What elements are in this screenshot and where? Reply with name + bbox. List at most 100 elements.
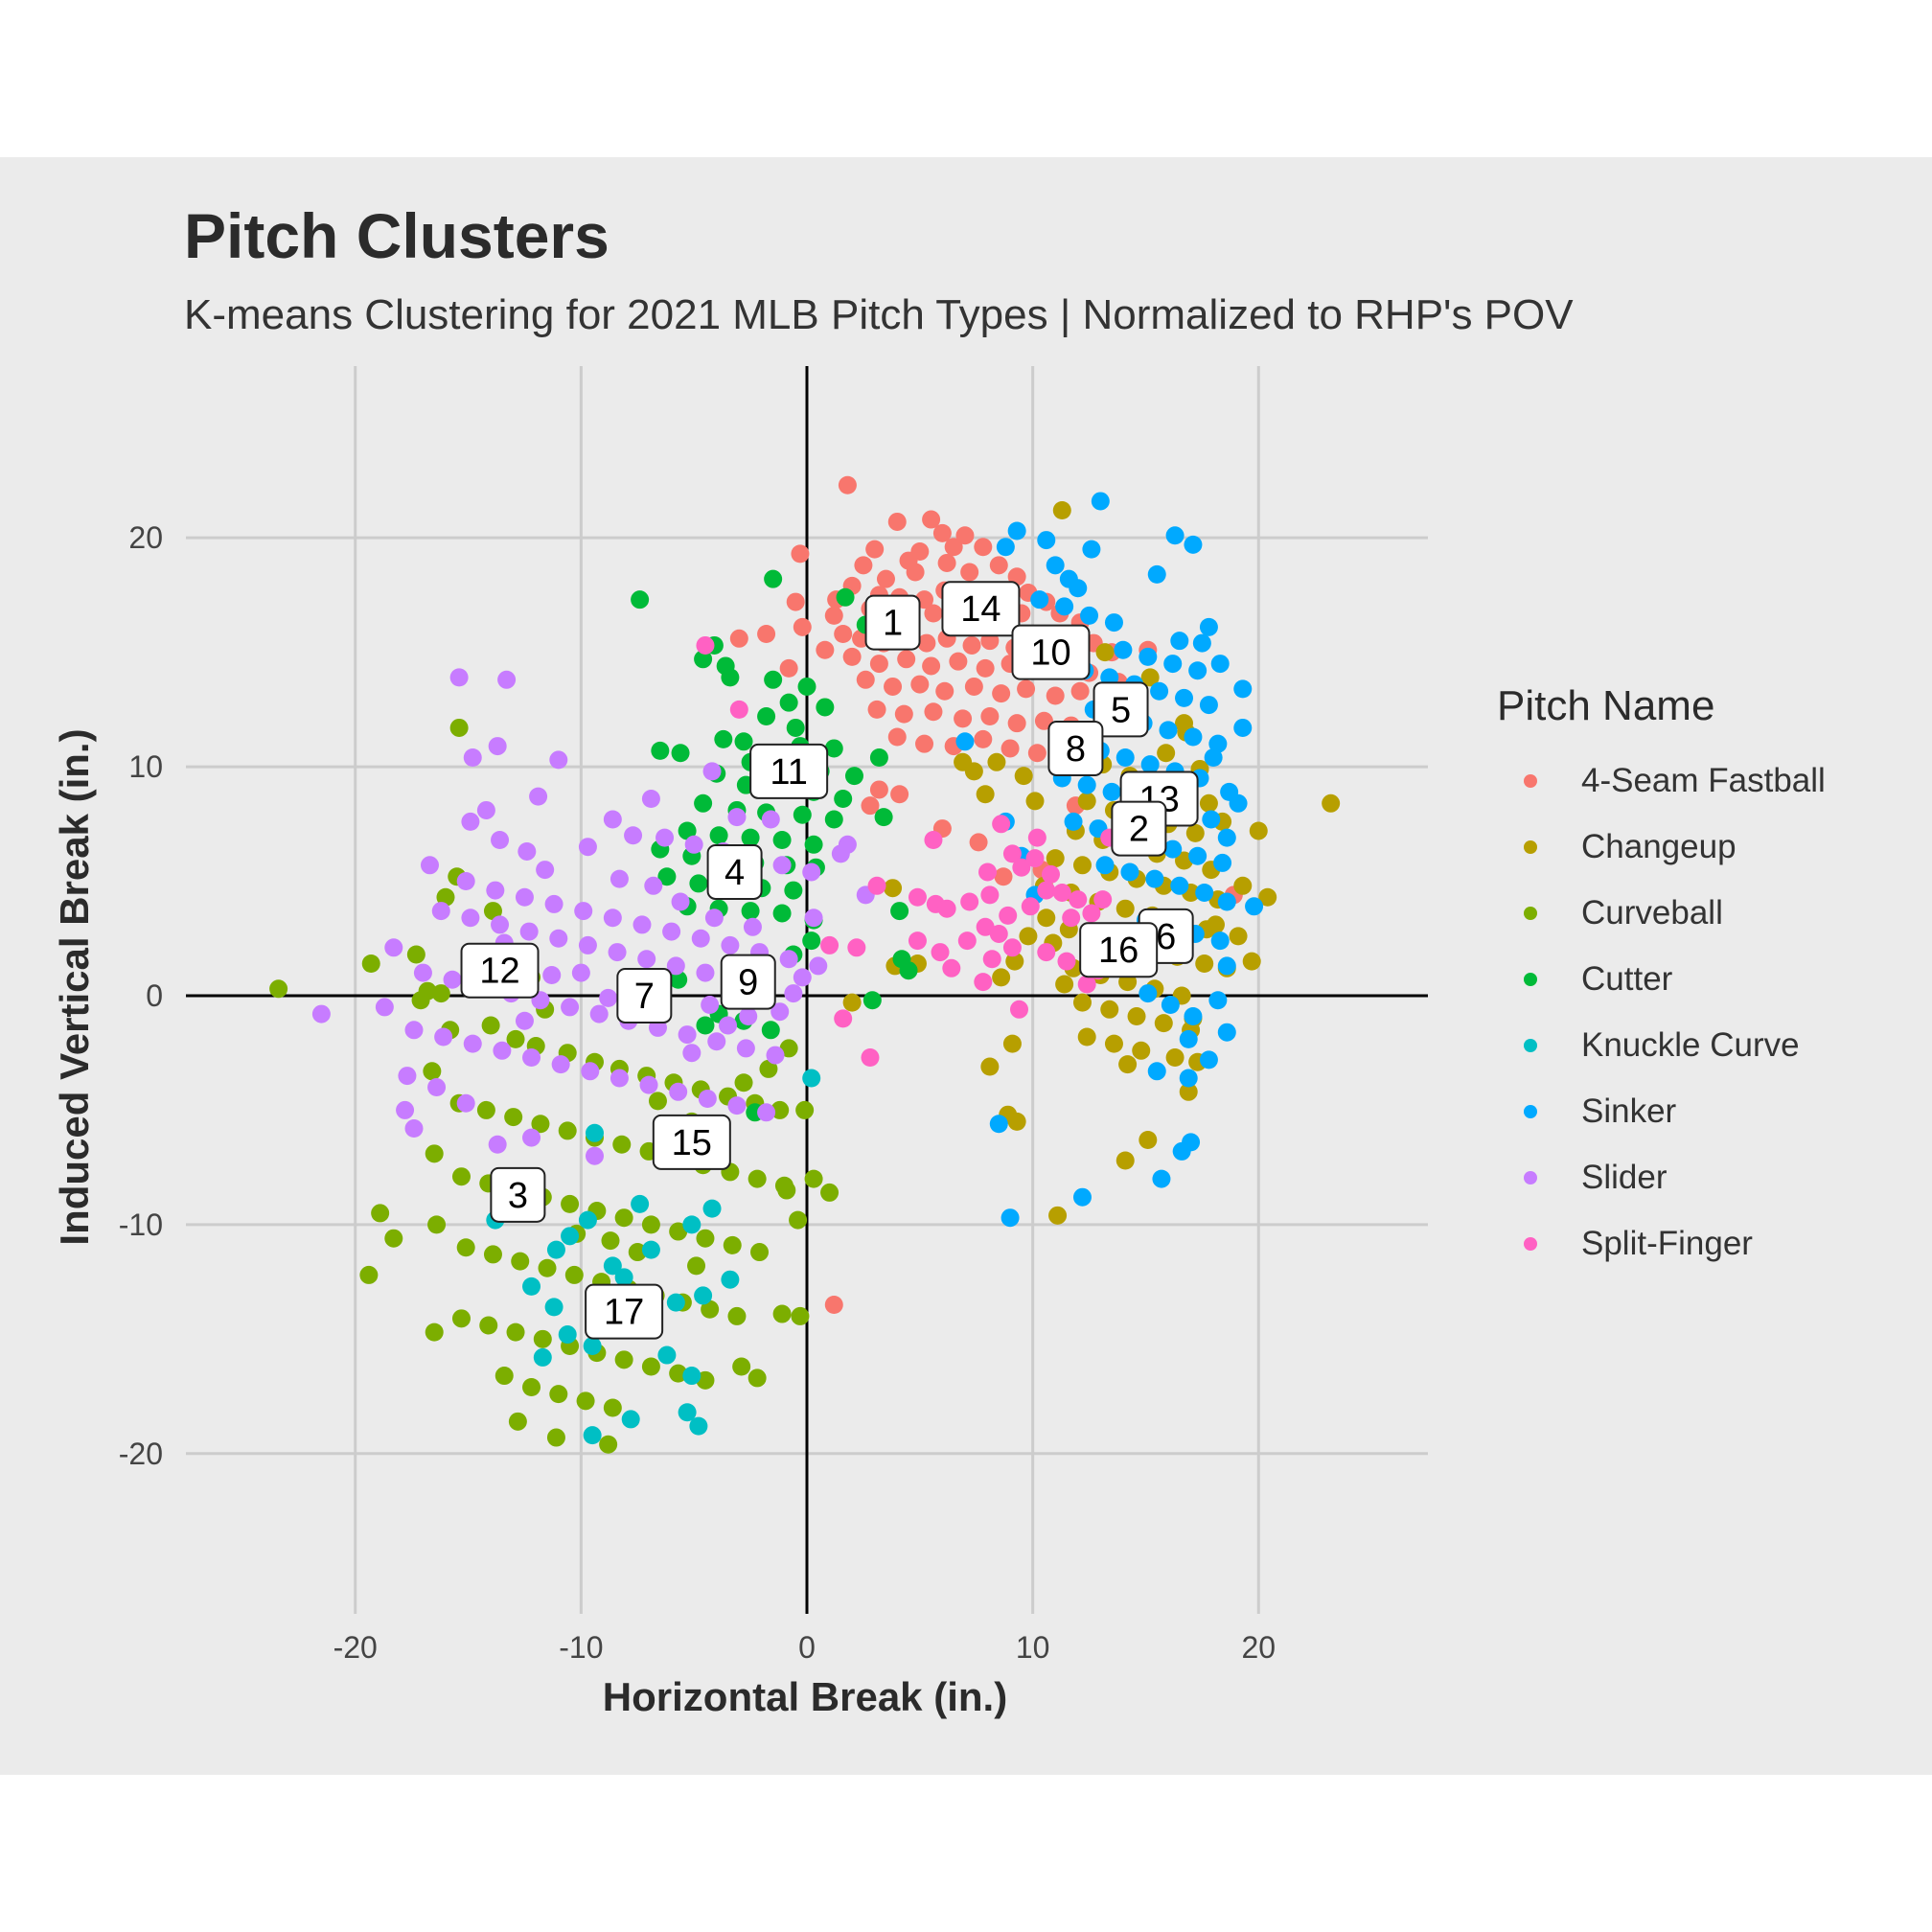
- changeup-point: [1046, 849, 1065, 867]
- cutter-point: [816, 698, 834, 716]
- slider-point: [522, 1129, 540, 1147]
- 4-seam-fastball-point: [884, 678, 902, 696]
- 4-seam-fastball-point: [825, 607, 843, 625]
- slider-point: [682, 1044, 701, 1062]
- changeup-point: [1053, 501, 1071, 519]
- curveball-point: [649, 1092, 667, 1110]
- slider-point: [590, 1005, 609, 1024]
- knuckle-curve-point: [667, 1294, 685, 1312]
- slider-point: [805, 908, 823, 927]
- changeup-point: [977, 785, 995, 803]
- sinker-point: [1092, 492, 1110, 510]
- split-finger-point: [834, 1009, 852, 1027]
- sinker-point: [1162, 996, 1180, 1014]
- legend-label: Slider: [1581, 1159, 1667, 1197]
- legend-label: 4-Seam Fastball: [1581, 762, 1826, 800]
- cutter-point: [710, 826, 728, 844]
- slider-point: [644, 877, 662, 895]
- knuckle-curve-point: [615, 1268, 633, 1286]
- 4-seam-fastball-point: [780, 659, 798, 678]
- sinker-point: [1184, 536, 1202, 554]
- 4-seam-fastball-point: [980, 707, 999, 725]
- curveball-point: [509, 1413, 527, 1431]
- changeup-point: [1233, 877, 1252, 895]
- 4-seam-fastball-point: [974, 538, 992, 556]
- changeup-point: [1250, 821, 1268, 840]
- split-finger-point: [908, 888, 927, 907]
- slider-point: [784, 984, 802, 1002]
- 4-seam-fastball-point: [907, 564, 925, 582]
- curveball-point: [735, 1073, 753, 1092]
- y-tick-label: 20: [128, 520, 163, 555]
- curveball-point: [805, 1170, 823, 1188]
- slider-point: [450, 668, 469, 686]
- curveball-point: [727, 1307, 746, 1325]
- split-finger-point: [908, 932, 927, 950]
- sinker-point: [1184, 1007, 1202, 1025]
- cluster-label-text: 5: [1111, 690, 1131, 730]
- sinker-point: [1175, 689, 1193, 707]
- legend-item-4-seam-fastball: 4-Seam Fastball: [1497, 748, 1826, 814]
- changeup-point: [1019, 927, 1037, 945]
- slider-point: [434, 1027, 452, 1046]
- slider-point: [586, 1147, 604, 1165]
- slider-point: [536, 861, 554, 879]
- knuckle-curve-point: [622, 1410, 640, 1428]
- cutter-point: [672, 744, 690, 762]
- 4-seam-fastball-point: [868, 701, 886, 719]
- curveball-point: [549, 1385, 567, 1403]
- knuckle-curve-point: [547, 1241, 565, 1259]
- legend-items: 4-Seam Fastball Changeup Curveball Cutter Kn…: [1497, 748, 1826, 1276]
- knuckle-curve-point: [534, 1348, 552, 1367]
- curveball-point: [599, 1436, 617, 1454]
- sinker-point: [1103, 783, 1121, 801]
- cluster-label-text: 4: [724, 853, 745, 893]
- cutter-point: [742, 829, 760, 847]
- knuckle-curve-point: [721, 1271, 739, 1289]
- changeup-point: [1037, 908, 1055, 927]
- curveball-point: [748, 1170, 767, 1188]
- sinker-point: [1138, 648, 1157, 666]
- slider-point: [762, 811, 780, 829]
- x-tick-label: -10: [559, 1630, 603, 1665]
- cluster-label: 8: [1048, 722, 1102, 775]
- slider-point: [549, 930, 567, 948]
- slider-point: [703, 762, 722, 780]
- split-finger-point: [980, 886, 999, 904]
- sinker-point: [1001, 1208, 1020, 1227]
- legend-key-knuckle-curve: [1524, 1039, 1537, 1052]
- slider-point: [491, 831, 509, 849]
- changeup-point: [987, 753, 1005, 771]
- changeup-point: [1048, 1207, 1067, 1225]
- sinker-point: [1120, 862, 1138, 881]
- cutter-point: [825, 811, 843, 829]
- sinker-point: [1114, 641, 1132, 659]
- legend-item-knuckle-curve: Knuckle Curve: [1497, 1012, 1826, 1078]
- 4-seam-fastball-point: [970, 833, 988, 851]
- curveball-point: [561, 1195, 579, 1213]
- sinker-point: [1078, 776, 1096, 794]
- curveball-point: [407, 945, 426, 963]
- cutter-point: [845, 767, 863, 785]
- cutter-point: [694, 794, 712, 813]
- cutter-point: [875, 808, 893, 826]
- knuckle-curve-point: [584, 1426, 602, 1444]
- curveball-point: [601, 1231, 619, 1250]
- cutter-point: [742, 902, 760, 920]
- changeup-point: [1078, 792, 1096, 810]
- slider-point: [561, 998, 579, 1016]
- slider-point: [457, 1094, 475, 1113]
- curveball-point: [522, 1378, 540, 1396]
- legend-key-changeup: [1524, 840, 1537, 854]
- knuckle-curve-point: [689, 1417, 707, 1436]
- slider-point: [312, 1005, 331, 1024]
- slider-point: [610, 1069, 629, 1087]
- sinker-point: [1182, 1133, 1200, 1151]
- changeup-point: [1322, 794, 1340, 813]
- 4-seam-fastball-point: [910, 542, 929, 561]
- legend-item-sinker: Sinker: [1497, 1078, 1826, 1144]
- sinker-point: [1211, 932, 1230, 950]
- curveball-point: [724, 1236, 742, 1254]
- legend-key-slider: [1524, 1171, 1537, 1184]
- split-finger-point: [868, 877, 886, 895]
